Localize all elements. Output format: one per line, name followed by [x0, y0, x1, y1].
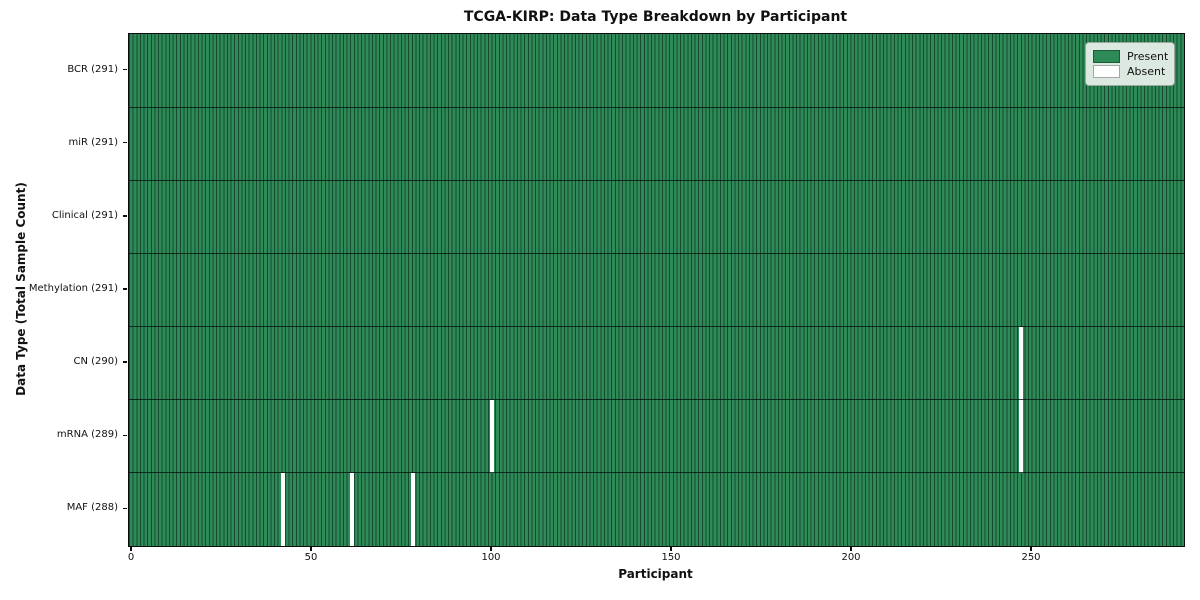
- x-tick-label-250: 250: [1021, 552, 1041, 563]
- x-tick-mark: [130, 547, 132, 551]
- y-tick-label-mRNA: mRNA (289): [56, 429, 118, 441]
- x-tick-label-200: 200: [841, 552, 861, 563]
- absent-stripe-mRNA-100: [490, 399, 494, 473]
- y-tick-label-BCR: BCR (291): [67, 63, 118, 75]
- row-separator: [129, 252, 1184, 255]
- absent-stripe-mRNA-247: [1019, 399, 1024, 473]
- row-separator: [129, 399, 1184, 401]
- absent-swatch-icon: [1093, 65, 1120, 78]
- absent-stripe-MAF-42: [281, 472, 286, 546]
- y-tick-mark: [123, 288, 127, 290]
- x-tick-label-50: 50: [304, 552, 318, 563]
- absent-stripe-MAF-78: [410, 472, 415, 546]
- plot-area: [128, 33, 1185, 547]
- absent-stripe-CN-247: [1019, 326, 1024, 400]
- y-tick-label-MAF: MAF (288): [66, 502, 118, 514]
- legend-label-present: Present: [1127, 50, 1169, 63]
- y-tick-mark: [123, 68, 127, 71]
- absent-stripe-MAF-61: [349, 472, 354, 546]
- row-separator: [129, 106, 1184, 108]
- row-separator: [129, 472, 1184, 474]
- x-tick-mark: [850, 547, 852, 551]
- y-tick-mark: [123, 215, 127, 217]
- row-separator: [129, 325, 1184, 328]
- x-tick-mark: [310, 547, 312, 551]
- x-tick-mark: [670, 547, 672, 551]
- legend-label-absent: Absent: [1127, 65, 1166, 78]
- y-tick-label-Methylation: Methylation (291): [28, 283, 118, 294]
- legend-item-present: Present: [1093, 50, 1169, 63]
- y-tick-mark: [123, 142, 127, 144]
- x-tick-label-0: 0: [127, 552, 135, 563]
- x-tick-label-150: 150: [661, 552, 681, 563]
- y-tick-label-Clinical: Clinical (291): [51, 209, 118, 221]
- x-tick-mark: [1030, 547, 1032, 551]
- y-tick-mark: [123, 507, 127, 510]
- y-tick-mark: [123, 361, 127, 363]
- row-separator: [129, 179, 1184, 181]
- participant-column-stripes: [129, 34, 1184, 546]
- y-tick-mark: [123, 434, 127, 436]
- legend: Present Absent: [1085, 42, 1175, 86]
- x-tick-label-100: 100: [481, 552, 501, 563]
- y-tick-label-miR: miR (291): [68, 136, 118, 148]
- x-axis-label: Participant: [618, 567, 693, 581]
- legend-item-absent: Absent: [1093, 65, 1167, 78]
- y-tick-label-CN: CN (290): [73, 356, 118, 368]
- x-tick-mark: [490, 547, 492, 551]
- present-swatch-icon: [1093, 50, 1120, 63]
- chart-title: TCGA-KIRP: Data Type Breakdown by Partic…: [463, 9, 848, 25]
